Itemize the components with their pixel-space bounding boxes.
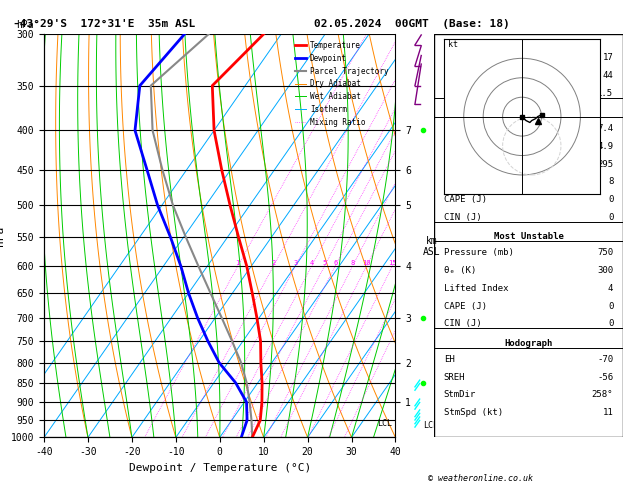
Text: SREH: SREH (444, 373, 465, 382)
FancyBboxPatch shape (435, 34, 623, 437)
Text: LCL: LCL (423, 421, 438, 430)
Text: CIN (J): CIN (J) (444, 319, 481, 329)
Text: Hodograph: Hodograph (504, 339, 553, 348)
Text: -43°29'S  172°31'E  35m ASL: -43°29'S 172°31'E 35m ASL (13, 19, 195, 30)
Text: PW (cm): PW (cm) (444, 89, 481, 98)
Text: 295: 295 (597, 160, 613, 169)
Text: 5: 5 (322, 260, 326, 266)
Text: 6: 6 (333, 260, 337, 266)
Text: 0: 0 (608, 302, 613, 311)
Text: © weatheronline.co.uk: © weatheronline.co.uk (428, 474, 533, 483)
Text: 44: 44 (603, 71, 613, 80)
Text: 258°: 258° (592, 390, 613, 399)
Text: Totals Totals: Totals Totals (444, 71, 514, 80)
Text: 8: 8 (608, 177, 613, 187)
Text: CAPE (J): CAPE (J) (444, 195, 487, 204)
Text: 15: 15 (388, 260, 396, 266)
Text: 750: 750 (597, 248, 613, 258)
Text: 1.5: 1.5 (597, 89, 613, 98)
Text: 3: 3 (293, 260, 298, 266)
Y-axis label: hPa: hPa (0, 226, 5, 246)
Legend: Temperature, Dewpoint, Parcel Trajectory, Dry Adiabat, Wet Adiabat, Isotherm, Mi: Temperature, Dewpoint, Parcel Trajectory… (292, 38, 392, 130)
Text: Temp (°C): Temp (°C) (444, 124, 493, 133)
Text: 02.05.2024  00GMT  (Base: 18): 02.05.2024 00GMT (Base: 18) (314, 19, 510, 30)
Text: 4: 4 (608, 284, 613, 293)
Text: 0: 0 (608, 195, 613, 204)
Text: CAPE (J): CAPE (J) (444, 302, 487, 311)
Text: CIN (J): CIN (J) (444, 213, 481, 222)
Text: 4.9: 4.9 (597, 142, 613, 151)
Text: EH: EH (444, 355, 455, 364)
Text: 10: 10 (362, 260, 370, 266)
Text: Lifted Index: Lifted Index (444, 177, 508, 187)
Text: θₑ(K): θₑ(K) (444, 160, 470, 169)
Text: 8: 8 (350, 260, 355, 266)
Text: 300: 300 (597, 266, 613, 275)
Text: 1: 1 (236, 260, 240, 266)
Text: Lifted Index: Lifted Index (444, 284, 508, 293)
Text: hPa: hPa (16, 20, 33, 30)
Text: Dewp (°C): Dewp (°C) (444, 142, 493, 151)
X-axis label: Dewpoint / Temperature (°C): Dewpoint / Temperature (°C) (128, 463, 311, 473)
Text: θₑ (K): θₑ (K) (444, 266, 476, 275)
Text: Surface: Surface (509, 108, 547, 117)
Text: LCL: LCL (377, 419, 392, 428)
Text: 0: 0 (608, 319, 613, 329)
Text: Most Unstable: Most Unstable (494, 232, 564, 242)
Text: K: K (444, 53, 449, 62)
Text: StmDir: StmDir (444, 390, 476, 399)
Text: 0: 0 (608, 213, 613, 222)
Text: kt: kt (448, 40, 458, 49)
Y-axis label: km
ASL: km ASL (423, 236, 441, 257)
Text: StmSpd (kt): StmSpd (kt) (444, 408, 503, 417)
Text: 7.4: 7.4 (597, 124, 613, 133)
Text: Pressure (mb): Pressure (mb) (444, 248, 514, 258)
Text: 4: 4 (309, 260, 314, 266)
Text: 11: 11 (603, 408, 613, 417)
Text: -56: -56 (597, 373, 613, 382)
Text: -70: -70 (597, 355, 613, 364)
Text: 17: 17 (603, 53, 613, 62)
Text: 2: 2 (271, 260, 276, 266)
